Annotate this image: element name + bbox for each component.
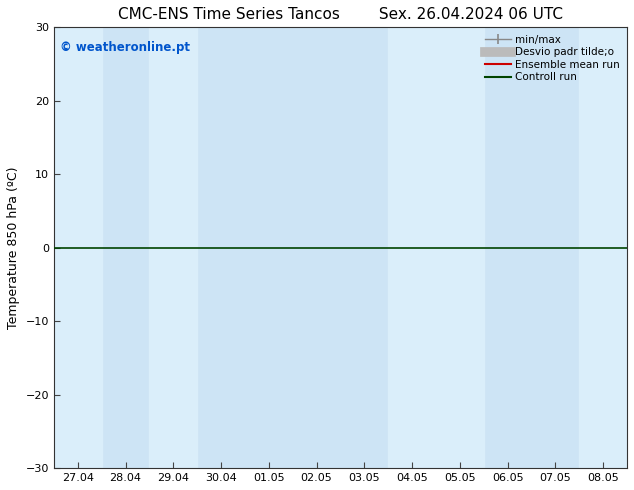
Bar xyxy=(54,27,101,468)
Bar xyxy=(388,27,484,468)
Text: © weatheronline.pt: © weatheronline.pt xyxy=(60,41,190,53)
Title: CMC-ENS Time Series Tancos        Sex. 26.04.2024 06 UTC: CMC-ENS Time Series Tancos Sex. 26.04.20… xyxy=(118,7,563,22)
Bar xyxy=(150,27,197,468)
Y-axis label: Temperature 850 hPa (ºC): Temperature 850 hPa (ºC) xyxy=(7,167,20,329)
Legend: min/max, Desvio padr tilde;o, Ensemble mean run, Controll run: min/max, Desvio padr tilde;o, Ensemble m… xyxy=(482,32,622,84)
Bar xyxy=(579,27,627,468)
